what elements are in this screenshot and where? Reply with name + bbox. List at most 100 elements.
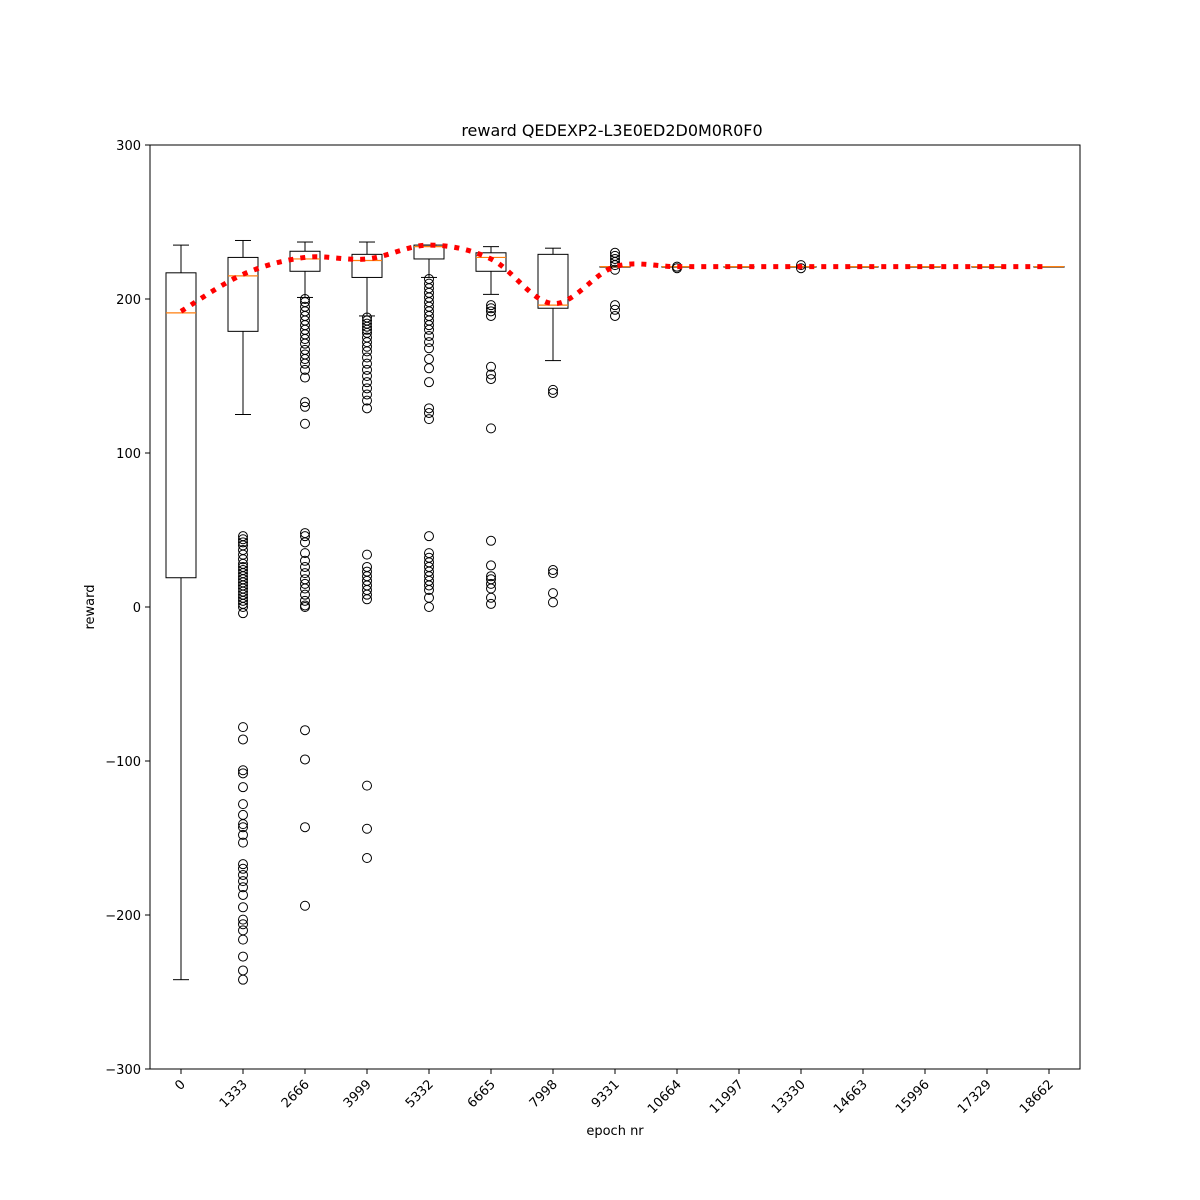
outlier-point xyxy=(362,780,372,791)
outlier-point xyxy=(300,602,310,612)
outlier-point xyxy=(300,338,310,349)
y-axis: −300 −200 −100 0 100 200 300 xyxy=(105,139,150,1078)
outlier-point xyxy=(424,602,434,612)
outlier-point xyxy=(362,346,372,357)
outlier-point xyxy=(548,565,558,576)
y-tick-label: 300 xyxy=(116,139,141,154)
outlier-point xyxy=(238,554,248,565)
box-7998 xyxy=(537,247,569,608)
outlier-point xyxy=(300,401,310,412)
outlier-point xyxy=(238,889,248,900)
outlier-point xyxy=(238,537,248,548)
outlier-point xyxy=(238,765,248,776)
outlier-point xyxy=(238,934,248,945)
outlier-point xyxy=(486,535,496,546)
outlier-point xyxy=(424,531,434,542)
outlier-point xyxy=(486,306,496,317)
outlier-point xyxy=(362,324,372,335)
outlier-point xyxy=(238,951,248,962)
box-iqr xyxy=(227,256,259,332)
outlier-point xyxy=(424,414,434,425)
x-axis-label: epoch nr xyxy=(586,1124,644,1139)
outlier-point xyxy=(548,597,558,608)
outlier-point xyxy=(424,403,434,414)
outlier-point xyxy=(486,598,496,609)
box-2666 xyxy=(289,241,321,911)
outlier-point xyxy=(238,722,248,733)
box-iqr xyxy=(351,253,383,278)
outlier-point xyxy=(486,310,496,321)
outlier-point xyxy=(610,253,620,264)
outlier-point xyxy=(424,330,434,341)
y-tick-label: 0 xyxy=(133,601,141,616)
outlier-point xyxy=(362,341,372,352)
outlier-point xyxy=(362,389,372,400)
outlier-point xyxy=(486,592,496,603)
outlier-point xyxy=(486,560,496,571)
outlier-point xyxy=(362,352,372,363)
box-iqr xyxy=(413,244,445,260)
outlier-point xyxy=(424,320,434,331)
outlier-point xyxy=(300,595,310,606)
outlier-point xyxy=(486,571,496,582)
outlier-point xyxy=(424,363,434,374)
outlier-point xyxy=(300,354,310,365)
outlier-point xyxy=(424,580,434,591)
outlier-point xyxy=(238,608,248,619)
outlier-point xyxy=(362,377,372,388)
outlier-point xyxy=(300,364,310,375)
outlier-point xyxy=(238,822,248,833)
outlier-point xyxy=(362,594,372,605)
y-tick-label: −100 xyxy=(105,755,141,770)
outlier-point xyxy=(300,548,310,559)
outlier-point xyxy=(486,303,496,314)
outlier-point xyxy=(238,782,248,793)
outlier-point xyxy=(362,371,372,381)
box-17329 xyxy=(971,266,1003,268)
outlier-point xyxy=(238,837,248,848)
outlier-point xyxy=(300,537,310,548)
outlier-point xyxy=(424,337,434,348)
box-0 xyxy=(165,244,197,981)
box-iqr xyxy=(165,272,197,579)
outlier-point xyxy=(300,822,310,833)
outlier-point xyxy=(238,919,248,930)
outlier-point xyxy=(424,324,434,335)
box-6665 xyxy=(475,246,507,609)
outlier-point xyxy=(238,902,248,913)
box-3999 xyxy=(351,241,383,864)
outlier-point xyxy=(238,882,248,893)
outlier-point xyxy=(238,829,248,840)
outlier-point xyxy=(238,974,248,985)
outlier-point xyxy=(362,395,372,406)
outlier-point xyxy=(238,799,248,810)
outlier-point xyxy=(548,387,558,398)
outlier-point xyxy=(362,358,372,369)
outlier-point xyxy=(362,403,372,414)
plot-content xyxy=(165,239,1065,985)
y-tick-label: −300 xyxy=(105,1063,141,1078)
chart-title: reward QEDEXP2-L3E0ED2D0M0R0F0 xyxy=(461,121,762,140)
box-15996 xyxy=(909,266,941,268)
outlier-point xyxy=(424,407,434,418)
box-18662 xyxy=(1033,266,1065,268)
outlier-point xyxy=(300,418,310,429)
outlier-point xyxy=(424,377,434,388)
outlier-point xyxy=(486,423,496,434)
outlier-point xyxy=(238,859,248,870)
outlier-point xyxy=(610,257,620,268)
outlier-point xyxy=(362,823,372,834)
outlier-point xyxy=(610,310,620,321)
outlier-point xyxy=(300,294,310,304)
outlier-point xyxy=(300,372,310,383)
outlier-point xyxy=(238,595,248,606)
outlier-point xyxy=(362,853,372,864)
outlier-point xyxy=(238,914,248,925)
outlier-point xyxy=(610,300,620,311)
outlier-point xyxy=(238,863,248,874)
outlier-point xyxy=(238,734,248,745)
outlier-point xyxy=(238,819,248,830)
outlier-point xyxy=(300,531,310,542)
